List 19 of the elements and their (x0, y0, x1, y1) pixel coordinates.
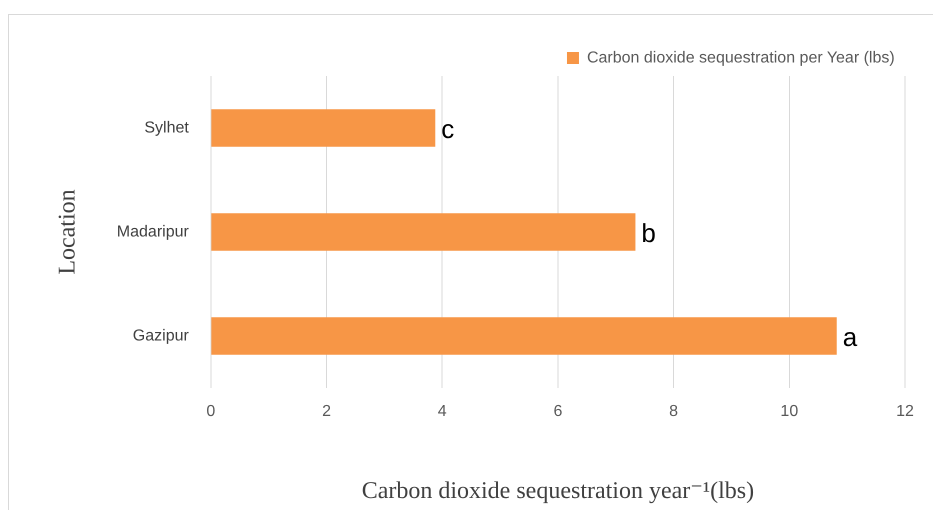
annotation: c (441, 114, 454, 144)
x-tick-label: 0 (206, 403, 216, 420)
y-tick-label: Sylhet (144, 119, 190, 136)
y-axis-title: Location (54, 189, 81, 275)
y-tick-label: Gazipur (132, 327, 190, 344)
bar (211, 317, 837, 355)
x-axis-title: Carbon dioxide sequestration year⁻¹(lbs) (362, 478, 754, 504)
x-tick-label: 10 (780, 403, 798, 420)
bar (211, 213, 636, 251)
x-tick-label: 4 (438, 403, 447, 420)
legend-label: Carbon dioxide sequestration per Year (lbs) (586, 49, 895, 66)
bar (211, 109, 436, 147)
annotation: b (641, 218, 656, 248)
x-tick-label: 12 (896, 403, 914, 420)
x-tick-label: 8 (669, 403, 678, 420)
y-tick-label: Madaripur (116, 223, 190, 240)
annotation: a (842, 322, 858, 352)
x-tick-label: 2 (322, 403, 332, 420)
x-tick-label: 6 (553, 403, 562, 420)
